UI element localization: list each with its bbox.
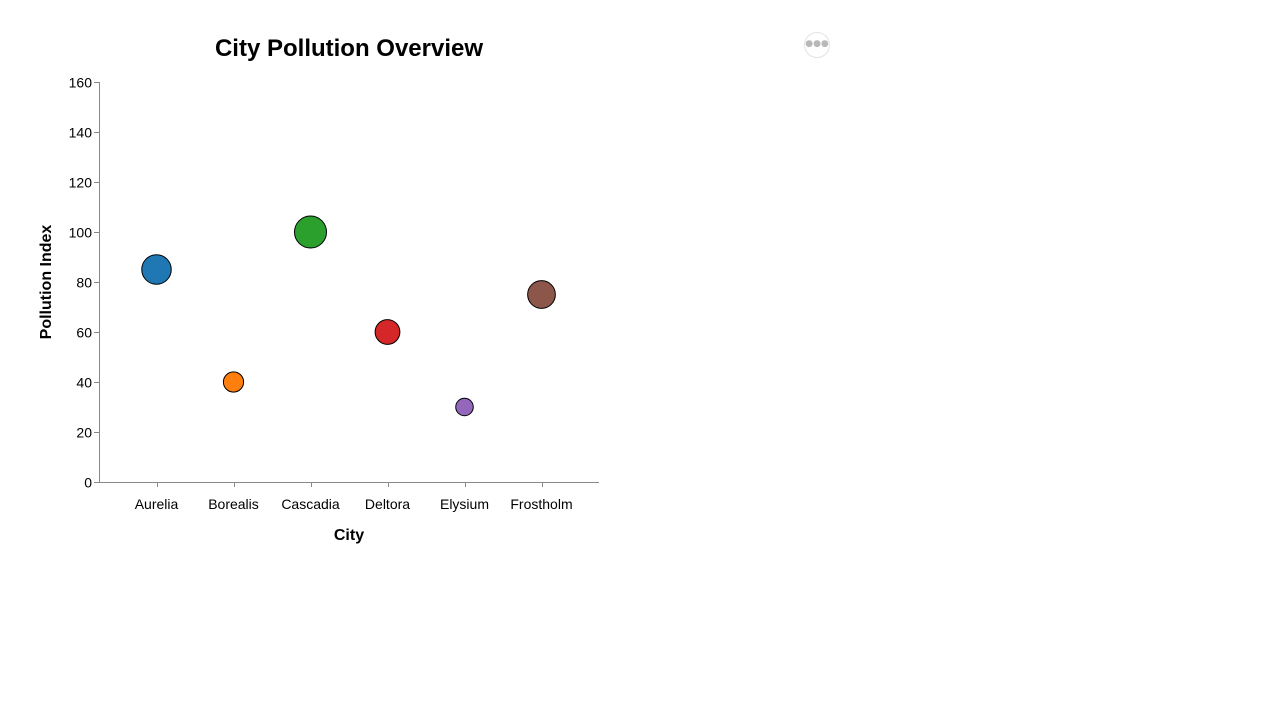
data-point-deltora[interactable]	[374, 319, 401, 345]
y-tick-label: 140	[69, 125, 93, 141]
y-tick-label: 100	[69, 225, 93, 241]
y-axis-label: Pollution Index	[38, 225, 55, 340]
x-tick-label: Borealis	[208, 496, 259, 512]
more-horizontal-icon: ●●●	[805, 39, 829, 49]
x-tick-label: Elysium	[440, 496, 489, 512]
y-tick-label: 60	[76, 325, 92, 341]
x-tick-label: Deltora	[365, 496, 410, 512]
data-point-elysium[interactable]	[455, 397, 474, 417]
data-point-borealis[interactable]	[222, 371, 245, 393]
x-axis-label: City	[334, 527, 364, 544]
y-tick-label: 80	[76, 275, 92, 291]
data-point-aurelia[interactable]	[141, 254, 172, 285]
x-tick-label: Aurelia	[135, 496, 179, 512]
chart-title: City Pollution Overview	[215, 35, 483, 62]
x-tick-label: Frostholm	[510, 496, 572, 512]
x-axis: Aurelia Borealis Cascadia Deltora Elysium Fro…	[99, 482, 599, 512]
y-tick-label: 120	[69, 175, 93, 191]
data-point-cascadia[interactable]	[294, 215, 327, 249]
data-point-frostholm[interactable]	[527, 280, 556, 309]
chart-actions-menu-button[interactable]: ●●●	[804, 32, 830, 58]
y-axis: 0 20 40 60 80 100 120 140 160	[69, 75, 100, 491]
data-points	[141, 215, 556, 417]
x-tick-label: Cascadia	[281, 496, 340, 512]
y-tick-label: 20	[76, 425, 92, 441]
y-tick-label: 160	[69, 75, 93, 91]
y-tick-label: 40	[76, 375, 92, 391]
y-tick-label: 0	[84, 475, 92, 491]
